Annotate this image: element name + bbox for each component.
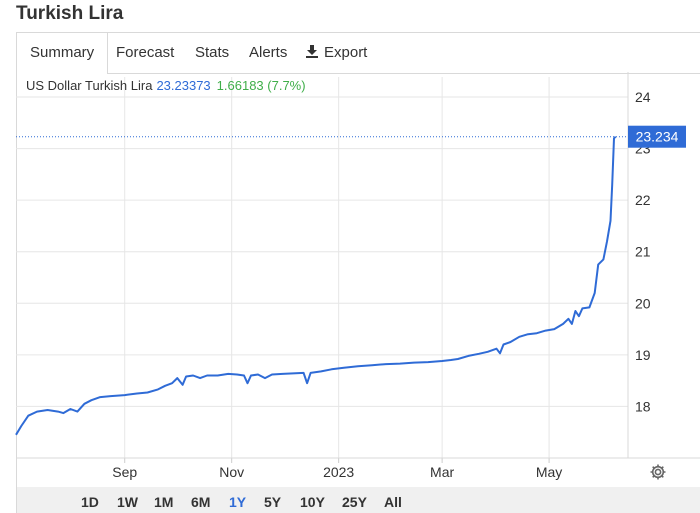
page-title: Turkish Lira xyxy=(16,3,124,24)
range-selector: 1D 1W 1M 6M 1Y 5Y 10Y 25Y All xyxy=(16,487,700,513)
legend-series-name: US Dollar Turkish Lira xyxy=(26,78,153,93)
legend-change: 1.66183 (7.7%) xyxy=(216,78,306,93)
last-value-badge-label: 23.234 xyxy=(636,129,679,145)
y-tick-label: 19 xyxy=(635,347,651,363)
tab-forecast[interactable]: Forecast xyxy=(116,44,175,61)
range-all[interactable]: All xyxy=(384,494,402,510)
y-tick-label: 18 xyxy=(635,398,651,414)
range-10y[interactable]: 10Y xyxy=(300,494,325,510)
y-tick-label: 20 xyxy=(635,295,651,311)
range-5y[interactable]: 5Y xyxy=(264,494,282,510)
range-1d[interactable]: 1D xyxy=(81,494,99,510)
range-1m[interactable]: 1M xyxy=(154,494,174,510)
legend-value: 23.23373 xyxy=(156,78,211,93)
download-icon xyxy=(306,45,318,58)
range-25y[interactable]: 25Y xyxy=(342,494,367,510)
tab-alerts[interactable]: Alerts xyxy=(249,44,288,61)
price-line xyxy=(15,135,617,436)
tab-export[interactable]: Export xyxy=(293,33,379,73)
tab-stats[interactable]: Stats xyxy=(195,44,230,61)
tab-summary[interactable]: Summary xyxy=(16,33,109,74)
y-tick-label: 22 xyxy=(635,192,651,208)
x-tick-label: Sep xyxy=(112,464,137,480)
range-6m[interactable]: 6M xyxy=(191,494,211,510)
tab-bar: Summary Forecast Stats Alerts Export xyxy=(16,32,700,74)
range-1y[interactable]: 1Y xyxy=(229,494,247,510)
y-tick-label: 21 xyxy=(635,244,651,260)
y-tick-label: 24 xyxy=(635,89,651,105)
gear-icon[interactable] xyxy=(649,463,667,481)
tab-export-label: Export xyxy=(324,44,368,61)
range-1w[interactable]: 1W xyxy=(117,494,138,510)
x-tick-label: Nov xyxy=(219,464,244,480)
last-value-badge xyxy=(628,125,686,148)
x-tick-label: Mar xyxy=(430,464,454,480)
chart-area xyxy=(16,72,700,487)
chart-legend: US Dollar Turkish Lira 23.23373 1.66183 (7… xyxy=(26,78,306,93)
x-tick-label: 2023 xyxy=(323,464,354,480)
x-tick-label: May xyxy=(536,464,562,480)
